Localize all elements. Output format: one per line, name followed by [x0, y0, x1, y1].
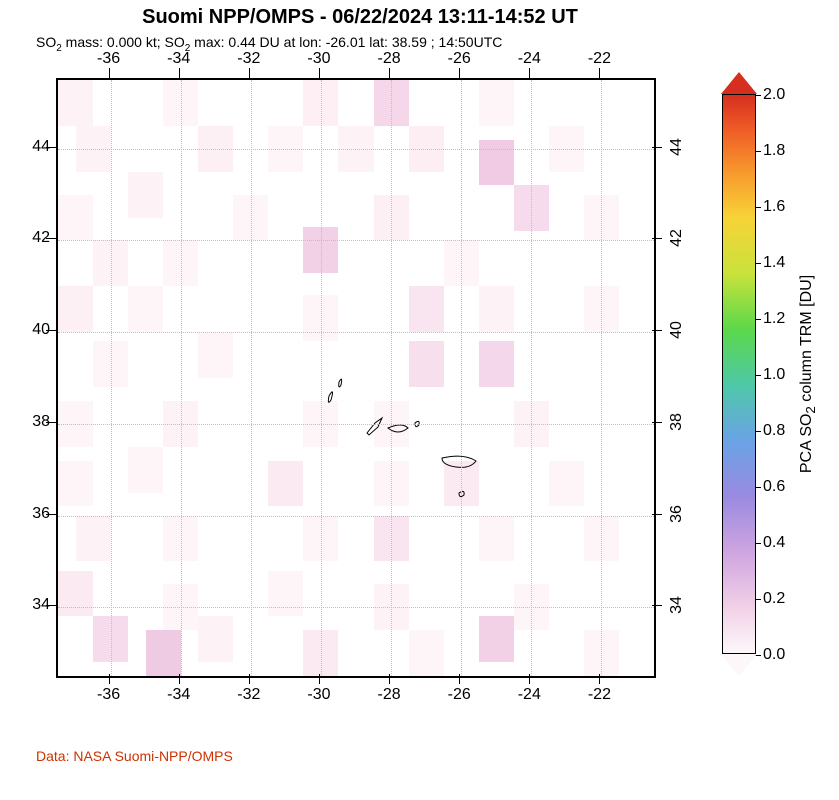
axis-tick	[652, 422, 662, 423]
y-tick-label-right: 44	[668, 138, 686, 156]
x-tick-label-top: -32	[237, 50, 260, 68]
colorbar-tick	[755, 431, 761, 432]
y-tick-label-left: 44	[16, 138, 50, 156]
colorbar-tick-label: 1.6	[763, 198, 785, 216]
axis-tick	[652, 147, 662, 148]
colorbar-tick	[755, 487, 761, 488]
x-tick-label-top: -34	[167, 50, 190, 68]
colorbar-tick-label: 1.0	[763, 366, 785, 384]
y-tick-label-right: 40	[668, 321, 686, 339]
grid-line	[391, 80, 392, 676]
grid-line	[58, 516, 654, 517]
colorbar-tick-label: 0.8	[763, 422, 785, 440]
axis-tick	[459, 674, 460, 684]
y-tick-label-left: 36	[16, 505, 50, 523]
y-tick-label-right: 34	[668, 596, 686, 614]
grid-line	[251, 80, 252, 676]
axis-tick	[389, 68, 390, 78]
colorbar-tick-label: 0.0	[763, 646, 785, 664]
grid-line	[531, 80, 532, 676]
colorbar-tick-label: 0.4	[763, 534, 785, 552]
colorbar-tick-label: 1.2	[763, 310, 785, 328]
grid-line	[58, 424, 654, 425]
colorbar-tick-label: 1.8	[763, 142, 785, 160]
y-tick-label-left: 40	[16, 321, 50, 339]
coastlines	[58, 80, 654, 676]
axis-tick	[389, 674, 390, 684]
colorbar-tick-label: 2.0	[763, 86, 785, 104]
colorbar-tick	[755, 375, 761, 376]
colorbar: 0.00.20.40.60.81.01.21.41.61.82.0	[722, 94, 756, 654]
x-tick-label-bottom: -32	[237, 686, 260, 704]
figure-title: Suomi NPP/OMPS - 06/22/2024 13:11-14:52 …	[0, 6, 720, 29]
grid-line	[58, 332, 654, 333]
axis-tick	[109, 68, 110, 78]
x-tick-label-bottom: -30	[307, 686, 330, 704]
colorbar-tick	[755, 151, 761, 152]
axis-tick	[249, 674, 250, 684]
colorbar-tick-label: 0.2	[763, 590, 785, 608]
x-tick-label-bottom: -36	[97, 686, 120, 704]
colorbar-tick	[755, 207, 761, 208]
axis-tick	[652, 238, 662, 239]
axis-tick	[179, 68, 180, 78]
axis-tick	[179, 674, 180, 684]
colorbar-tick	[755, 599, 761, 600]
y-tick-label-left: 34	[16, 596, 50, 614]
grid-line	[181, 80, 182, 676]
x-tick-label-top: -28	[377, 50, 400, 68]
colorbar-tick	[755, 543, 761, 544]
grid-line	[58, 149, 654, 150]
x-tick-label-top: -36	[97, 50, 120, 68]
grid-line	[111, 80, 112, 676]
x-tick-label-bottom: -24	[518, 686, 541, 704]
grid-line	[601, 80, 602, 676]
grid-line	[321, 80, 322, 676]
y-tick-label-left: 38	[16, 413, 50, 431]
axis-tick	[319, 674, 320, 684]
x-tick-label-top: -24	[518, 50, 541, 68]
x-tick-label-bottom: -28	[377, 686, 400, 704]
grid-line	[461, 80, 462, 676]
x-tick-label-bottom: -22	[588, 686, 611, 704]
data-credit: Data: NASA Suomi-NPP/OMPS	[36, 748, 233, 764]
map-plot-area	[56, 78, 656, 678]
grid-line	[58, 607, 654, 608]
x-tick-label-top: -22	[588, 50, 611, 68]
y-tick-label-right: 36	[668, 505, 686, 523]
axis-tick	[109, 674, 110, 684]
colorbar-title: PCA SO2 column TRM [DU]	[798, 275, 818, 473]
grid-line	[58, 240, 654, 241]
axis-tick	[459, 68, 460, 78]
axis-tick	[599, 68, 600, 78]
axis-tick	[652, 514, 662, 515]
axis-tick	[652, 605, 662, 606]
y-tick-label-right: 38	[668, 413, 686, 431]
colorbar-tick-label: 1.4	[763, 254, 785, 272]
figure: { "title": "Suomi NPP/OMPS - 06/22/2024 …	[0, 0, 839, 800]
x-tick-label-top: -26	[448, 50, 471, 68]
y-tick-label-left: 42	[16, 229, 50, 247]
colorbar-tick	[755, 95, 761, 96]
x-tick-label-bottom: -34	[167, 686, 190, 704]
colorbar-arrow-top	[721, 72, 757, 94]
axis-tick	[529, 68, 530, 78]
y-tick-label-right: 42	[668, 230, 686, 248]
axis-tick	[319, 68, 320, 78]
colorbar-tick	[755, 319, 761, 320]
colorbar-arrow-bottom	[721, 654, 757, 676]
axis-tick	[652, 330, 662, 331]
x-tick-label-bottom: -26	[448, 686, 471, 704]
axis-tick	[529, 674, 530, 684]
axis-tick	[599, 674, 600, 684]
colorbar-tick-label: 0.6	[763, 478, 785, 496]
x-tick-label-top: -30	[307, 50, 330, 68]
colorbar-tick	[755, 263, 761, 264]
axis-tick	[249, 68, 250, 78]
